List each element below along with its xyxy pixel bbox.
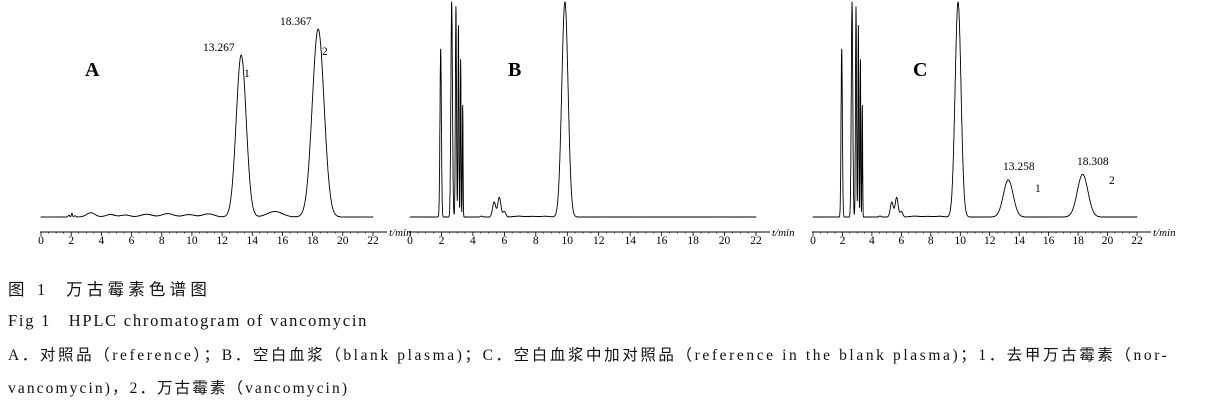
svg-text:t/min: t/min — [1153, 227, 1176, 239]
svg-text:t/min: t/min — [772, 227, 795, 239]
svg-text:0: 0 — [38, 235, 44, 247]
svg-text:A: A — [85, 59, 100, 81]
svg-text:18.308: 18.308 — [1077, 156, 1109, 168]
svg-text:18.367: 18.367 — [280, 16, 312, 28]
svg-text:16: 16 — [1043, 235, 1055, 247]
svg-text:6: 6 — [129, 235, 135, 247]
svg-text:14: 14 — [1013, 235, 1025, 247]
svg-text:10: 10 — [186, 235, 198, 247]
svg-text:0: 0 — [810, 235, 816, 247]
svg-text:6: 6 — [899, 235, 905, 247]
svg-text:8: 8 — [928, 235, 934, 247]
svg-text:22: 22 — [1131, 235, 1143, 247]
svg-text:2: 2 — [68, 235, 74, 247]
svg-text:2: 2 — [322, 46, 328, 58]
svg-text:C: C — [913, 59, 927, 81]
svg-text:10: 10 — [562, 235, 574, 247]
svg-text:12: 12 — [984, 235, 996, 247]
svg-text:2: 2 — [840, 235, 846, 247]
svg-text:2: 2 — [439, 235, 445, 247]
svg-text:20: 20 — [1102, 235, 1114, 247]
svg-text:12: 12 — [216, 235, 228, 247]
svg-text:10: 10 — [955, 235, 967, 247]
svg-text:4: 4 — [470, 235, 476, 247]
svg-text:18: 18 — [307, 235, 319, 247]
svg-text:8: 8 — [159, 235, 165, 247]
svg-text:20: 20 — [337, 235, 349, 247]
svg-text:18: 18 — [1072, 235, 1084, 247]
svg-text:20: 20 — [719, 235, 731, 247]
svg-text:1: 1 — [244, 68, 250, 80]
svg-text:18: 18 — [687, 235, 699, 247]
svg-text:14: 14 — [624, 235, 636, 247]
svg-text:22: 22 — [750, 235, 762, 247]
svg-text:16: 16 — [656, 235, 668, 247]
svg-text:6: 6 — [502, 235, 508, 247]
svg-text:0: 0 — [407, 235, 413, 247]
svg-text:4: 4 — [99, 235, 105, 247]
svg-text:14: 14 — [247, 235, 259, 247]
svg-text:4: 4 — [869, 235, 875, 247]
svg-text:B: B — [508, 59, 521, 81]
svg-text:16: 16 — [277, 235, 289, 247]
svg-text:12: 12 — [593, 235, 605, 247]
svg-text:8: 8 — [533, 235, 539, 247]
svg-text:22: 22 — [367, 235, 379, 247]
svg-text:2: 2 — [1109, 175, 1115, 187]
svg-text:13.267: 13.267 — [203, 42, 235, 54]
svg-text:13.258: 13.258 — [1003, 161, 1035, 173]
svg-text:1: 1 — [1035, 183, 1041, 195]
